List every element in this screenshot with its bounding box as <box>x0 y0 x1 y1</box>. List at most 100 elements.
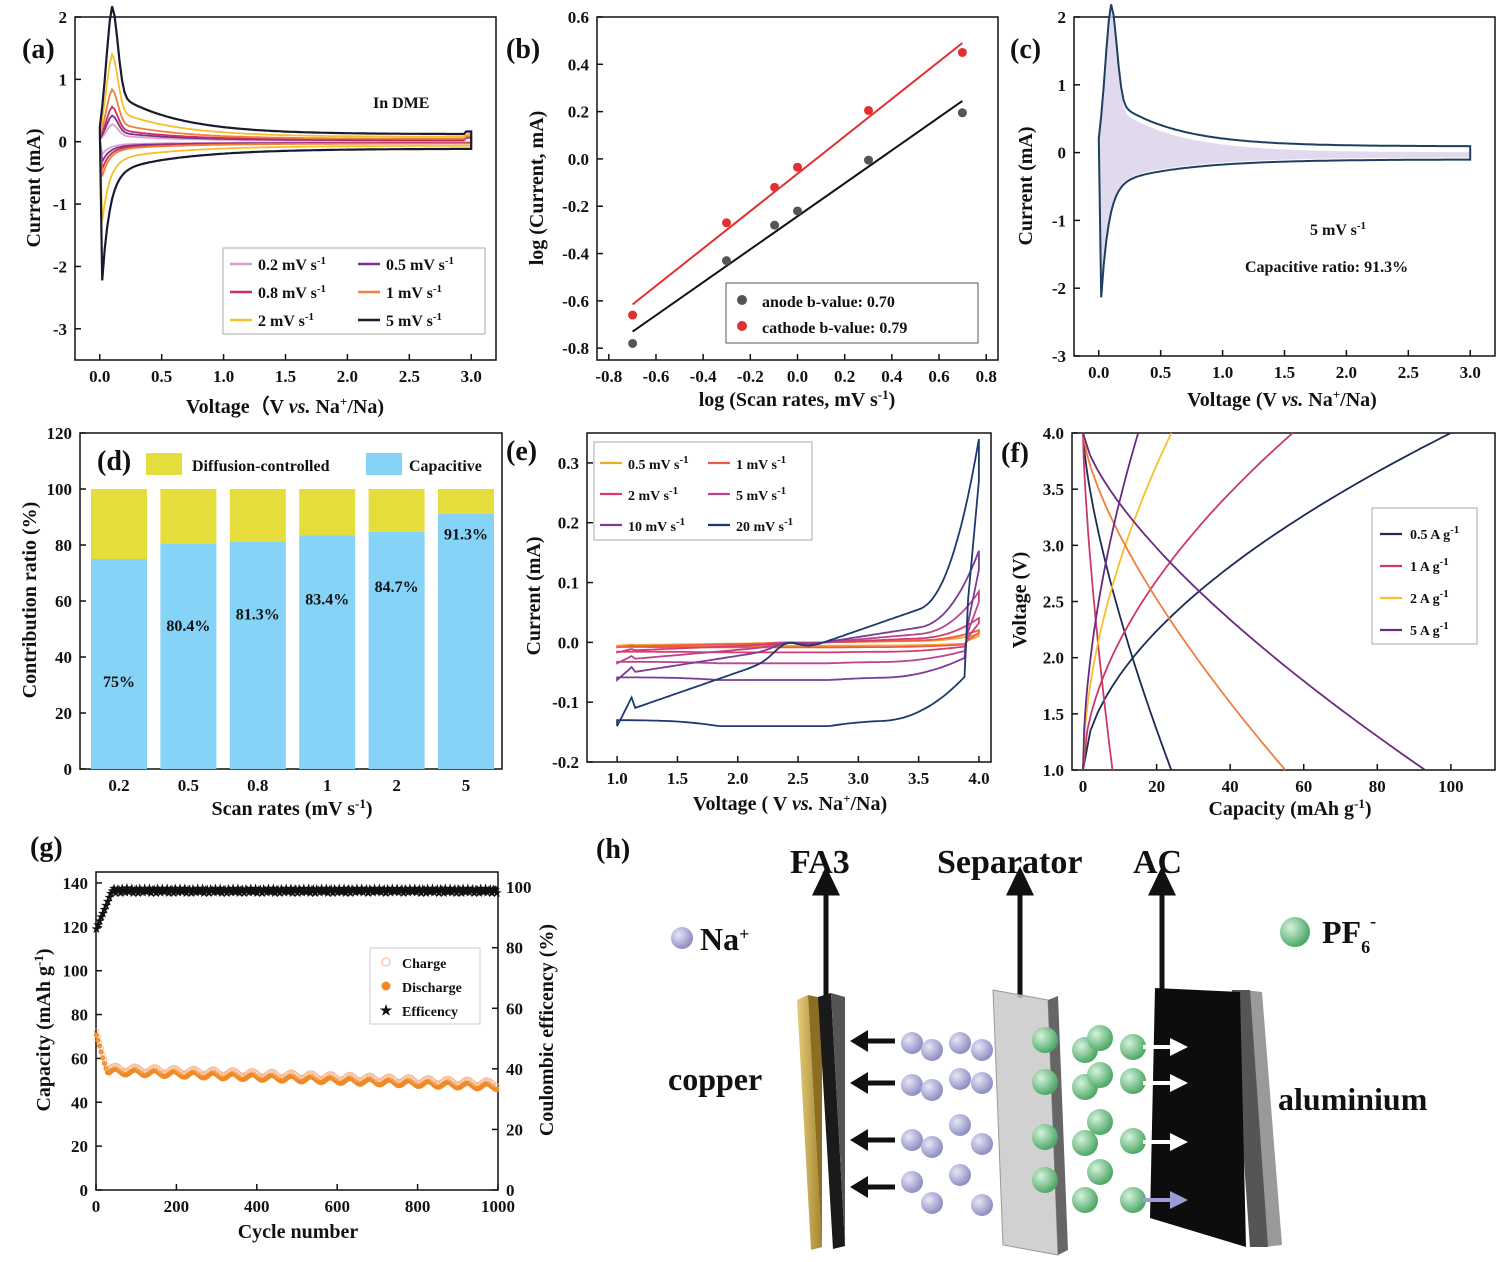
y-tick-label: 0.0 <box>568 150 589 169</box>
efficiency-point: ★ <box>352 883 362 895</box>
efficiency-point: ★ <box>124 887 134 899</box>
y-tick-label: 1 <box>1058 76 1067 95</box>
bar-diffusion <box>299 489 356 536</box>
na-ion <box>901 1032 923 1054</box>
pf6-ion <box>1032 1069 1058 1095</box>
xlabel-d: Scan rates (mV s-1) <box>211 796 372 821</box>
efficiency-point: ★ <box>309 884 319 896</box>
x-tick-label: 0.0 <box>1088 363 1109 382</box>
y-tick-label: 0 <box>64 760 73 779</box>
legend-label-f: 0.5 A g-1 <box>1410 524 1459 543</box>
annotation-ratio-c: Capacitive ratio: 91.3% <box>1245 259 1408 276</box>
efficiency-point: ★ <box>481 883 491 895</box>
efficiency-point: ★ <box>167 884 177 896</box>
efficiency-point: ★ <box>397 884 407 896</box>
legend-label-e: 20 mV s-1 <box>736 516 793 535</box>
efficiency-point: ★ <box>235 887 245 899</box>
bar-diffusion <box>229 489 286 542</box>
efficiency-point: ★ <box>170 883 180 895</box>
y-tick-label: -1 <box>53 195 67 214</box>
na-ion <box>921 1039 943 1061</box>
pf6-arrow-head <box>1170 1038 1188 1056</box>
efficiency-point: ★ <box>465 887 475 899</box>
x-tick-label: -0.4 <box>690 367 717 386</box>
pf6-ion <box>1120 1068 1146 1094</box>
y-tick-label: 40 <box>71 1093 88 1112</box>
efficiency-point: ★ <box>109 883 119 895</box>
x-tick-label: 0.6 <box>928 367 949 386</box>
efficiency-point: ★ <box>116 888 126 900</box>
efficiency-point: ★ <box>101 900 111 912</box>
x-tick-label: 1.5 <box>667 769 688 788</box>
y-tick-label: -2 <box>1052 279 1066 298</box>
fit-line-cathode <box>631 42 964 306</box>
legend-marker-efficency: ★ <box>380 1003 393 1019</box>
x-tick-label: 3.0 <box>1460 363 1481 382</box>
anode-point <box>864 155 874 165</box>
efficiency-point: ★ <box>408 886 418 898</box>
efficiency-point: ★ <box>270 887 280 899</box>
efficiency-point: ★ <box>473 885 483 897</box>
efficiency-point: ★ <box>225 885 235 897</box>
bar-value-label: 80.4% <box>166 618 210 635</box>
efficiency-point: ★ <box>447 887 457 899</box>
anode-point <box>721 256 731 266</box>
efficiency-point: ★ <box>103 896 113 908</box>
efficiency-point: ★ <box>371 886 381 898</box>
legend-label-e: 0.5 mV s-1 <box>628 454 689 473</box>
na-arrow-head <box>850 1176 868 1198</box>
efficiency-point: ★ <box>326 884 336 896</box>
legend-marker-discharge <box>381 981 391 991</box>
xlabel-b: log (Scan rates, mV s-1) <box>699 387 896 412</box>
efficiency-point: ★ <box>395 885 405 897</box>
efficiency-point: ★ <box>120 887 130 899</box>
efficiency-point: ★ <box>399 888 409 900</box>
efficiency-point: ★ <box>350 887 360 899</box>
efficiency-point: ★ <box>223 883 233 895</box>
efficiency-point: ★ <box>334 883 344 895</box>
efficiency-point: ★ <box>251 883 261 895</box>
efficiency-point: ★ <box>96 912 106 924</box>
efficiency-point: ★ <box>331 885 341 897</box>
legend-label-f: 5 A g-1 <box>1410 620 1449 639</box>
x-tick-label: 1.5 <box>1274 363 1295 382</box>
axis-ticks-a: 0.0 0.5 1.0 1.5 2.0 2.5 3.0 2 1 0 -1 -2 -3 <box>53 8 482 386</box>
y-tick-label: 0 <box>59 133 68 152</box>
fit-line-anode <box>632 100 963 333</box>
y-tick-label: 0.1 <box>558 574 579 593</box>
efficiency-point: ★ <box>228 883 238 895</box>
efficiency-point: ★ <box>354 886 364 898</box>
legend-label-e: 5 mV s-1 <box>736 485 786 504</box>
x-tick-label: 20 <box>1148 777 1165 796</box>
pf6-ion <box>1120 1034 1146 1060</box>
pf6-ion <box>1120 1128 1146 1154</box>
y-tick-label: 0.2 <box>558 514 579 533</box>
bar-value-label: 91.3% <box>444 526 488 543</box>
efficiency-point: ★ <box>106 888 116 900</box>
anode-point <box>628 338 638 348</box>
efficiency-point: ★ <box>469 888 479 900</box>
label-copper: copper <box>668 1061 762 1097</box>
efficiency-point: ★ <box>268 883 278 895</box>
efficiency-point: ★ <box>363 888 373 900</box>
efficiency-point: ★ <box>230 886 240 898</box>
efficiency-point: ★ <box>299 883 309 895</box>
efficiency-point: ★ <box>482 887 492 899</box>
y-tick-label: -0.2 <box>552 753 579 772</box>
x-tick-label: 2.5 <box>787 769 808 788</box>
ions <box>901 1025 1146 1216</box>
y-tick-label: 2.5 <box>1043 593 1064 612</box>
efficiency-point: ★ <box>448 885 458 897</box>
y2-tick-label: 20 <box>506 1120 523 1139</box>
x-tick-label: 0.2 <box>108 776 129 795</box>
ylabel-g: Capacity (mAh g-1) <box>31 948 56 1111</box>
efficiency-point: ★ <box>164 887 174 899</box>
efficiency-point: ★ <box>431 885 441 897</box>
x-tick-label: 200 <box>164 1197 190 1216</box>
pf6-arrow-head <box>1170 1133 1188 1151</box>
efficiency-point: ★ <box>389 886 399 898</box>
efficiency-point: ★ <box>111 887 121 899</box>
legend-label-g: Charge <box>402 957 446 972</box>
efficiency-point: ★ <box>233 883 243 895</box>
legend-label-b: cathode b-value: 0.79 <box>762 320 907 337</box>
